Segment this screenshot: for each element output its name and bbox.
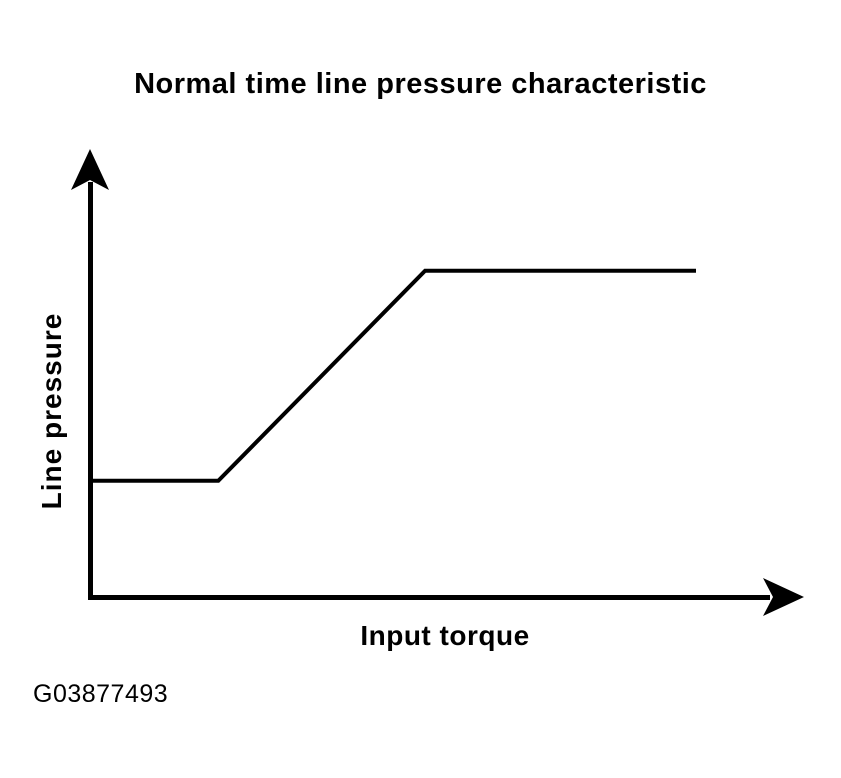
y-axis-label: Line pressure <box>36 312 67 510</box>
x-axis-arrowhead <box>763 578 804 616</box>
figure-code: G03877493 <box>33 680 169 708</box>
x-axis-label: Input torque <box>360 620 530 651</box>
y-axis-arrowhead <box>71 149 109 190</box>
pressure-curve <box>90 268 696 483</box>
chart-title: Normal time line pressure characteristic <box>134 68 707 100</box>
